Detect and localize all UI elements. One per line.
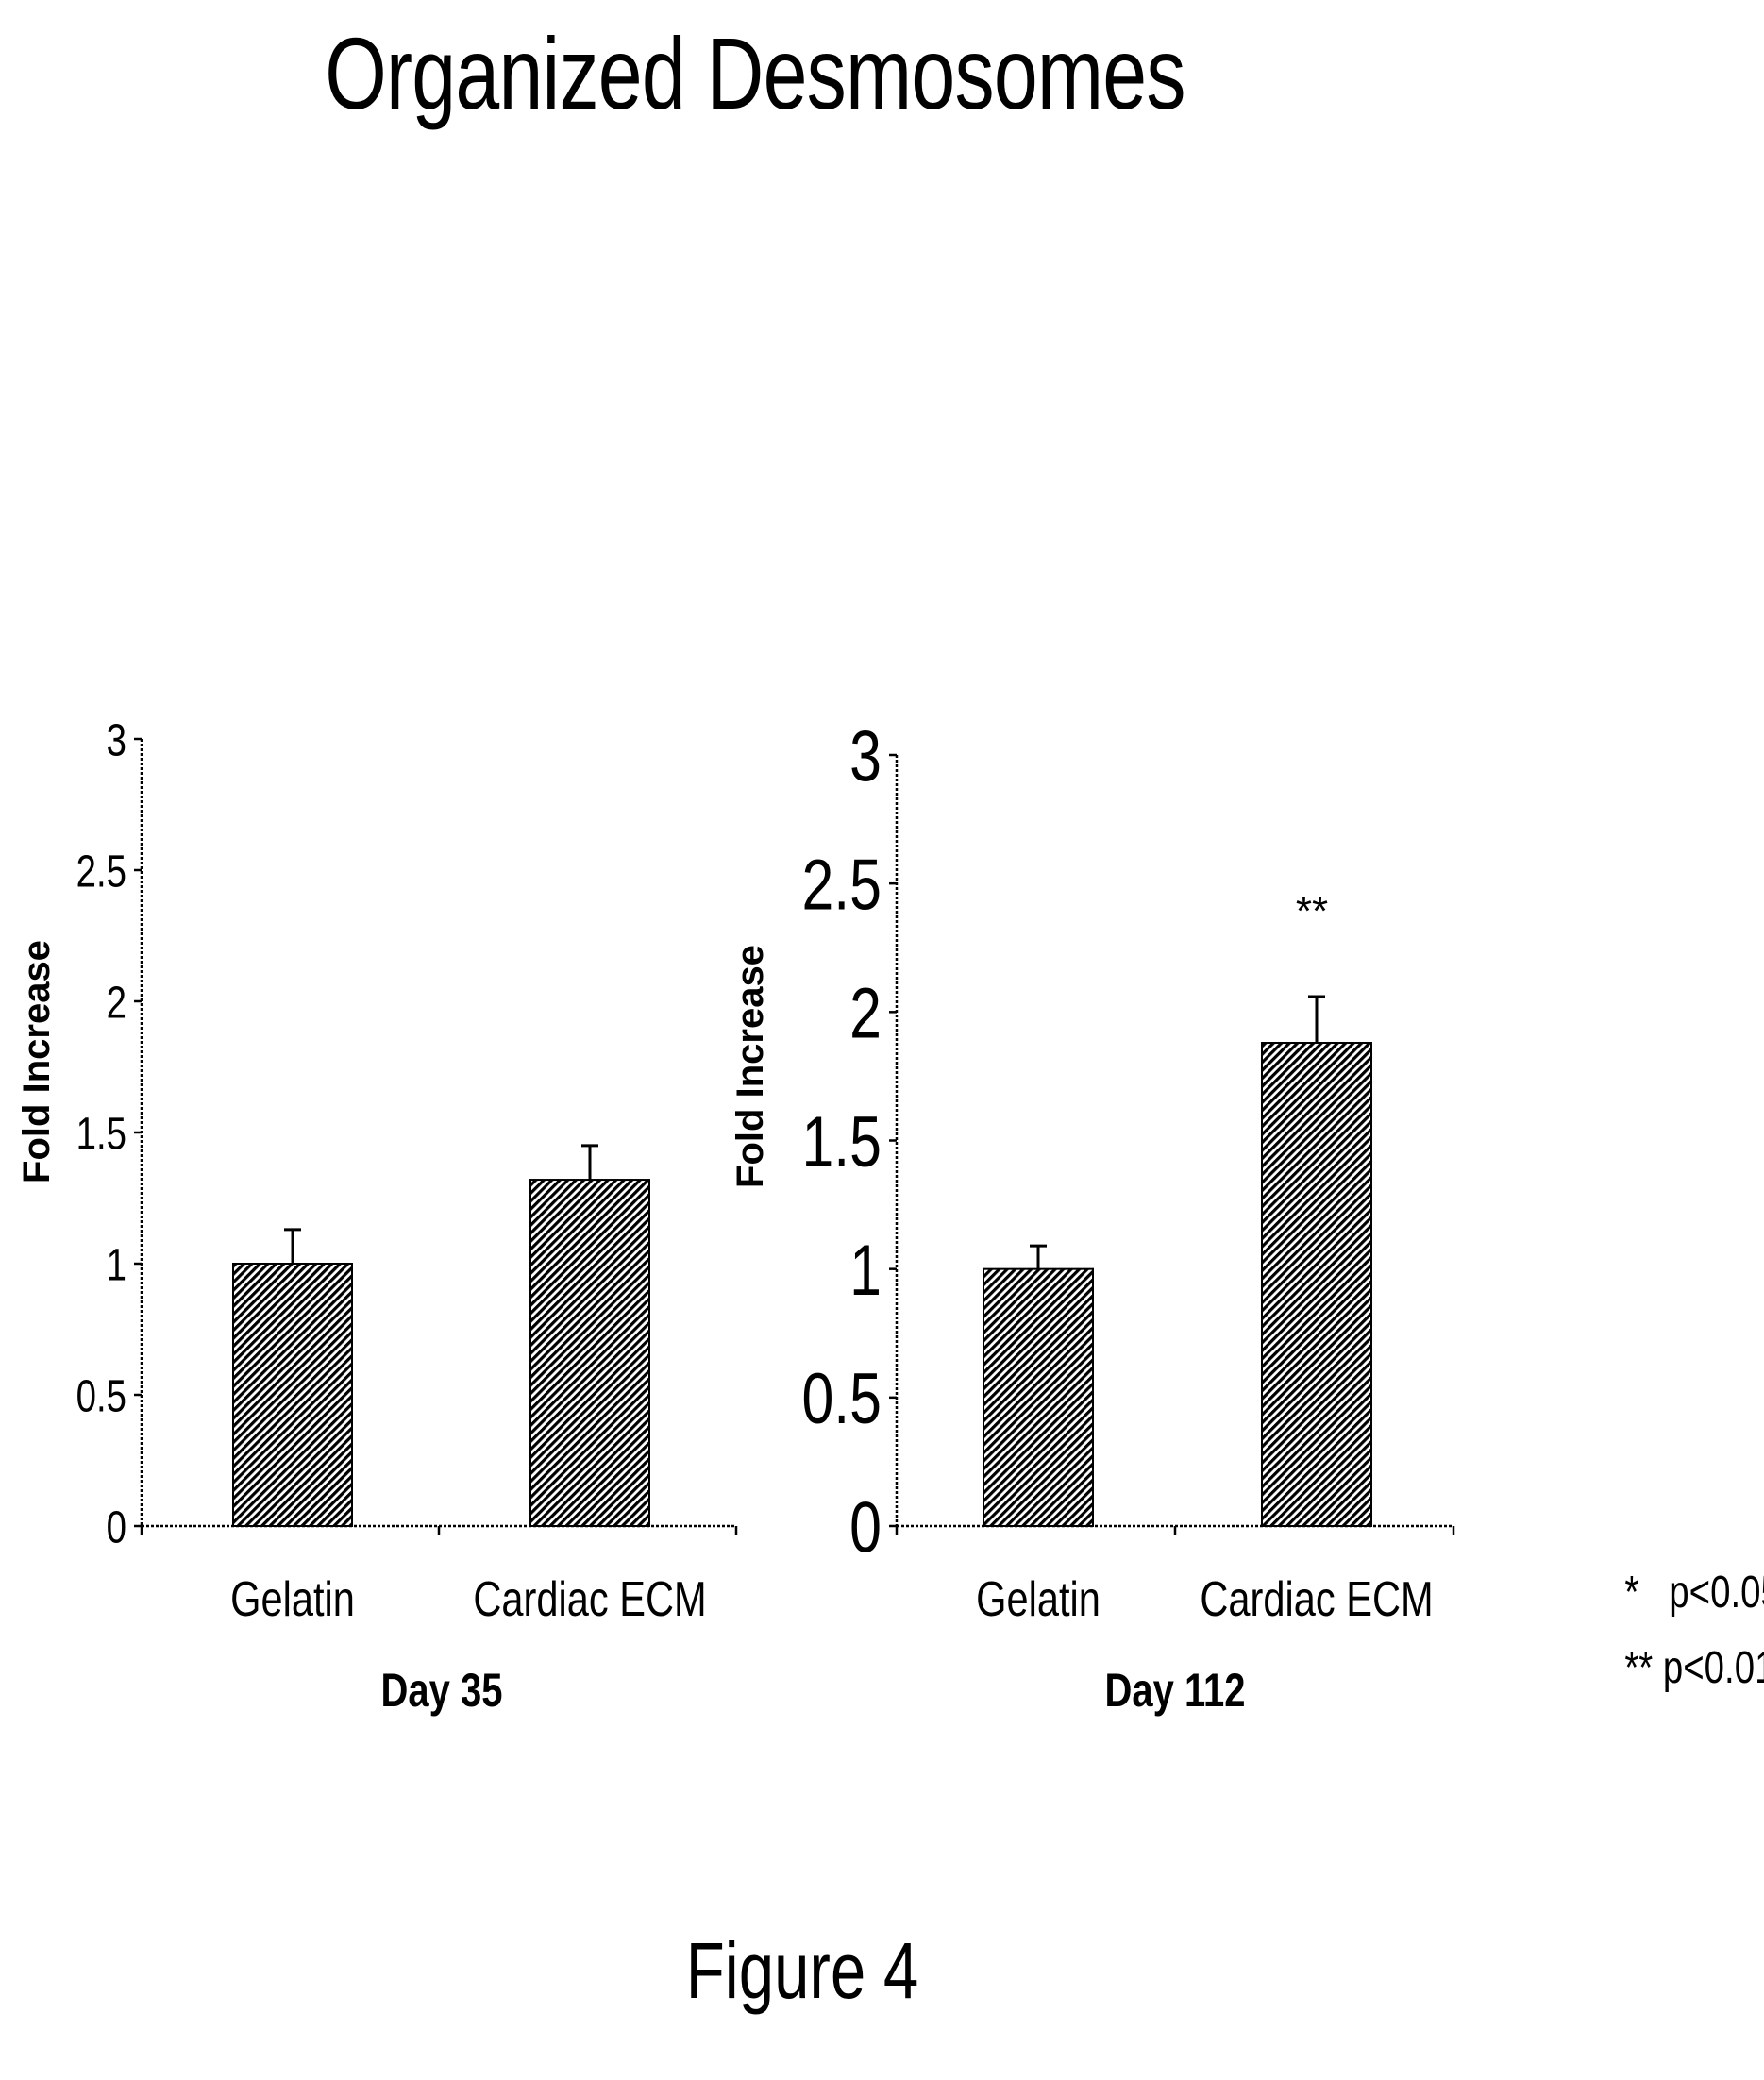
significance-annotation: **: [1296, 888, 1328, 934]
y-tick-label: 3: [849, 716, 882, 797]
bar: [529, 1179, 650, 1528]
y-tick-label: 2: [849, 973, 882, 1053]
legend-marker: **: [1624, 1643, 1654, 1693]
y-tick-label: 2: [107, 978, 126, 1028]
legend-label: p<0.01: [1662, 1643, 1764, 1693]
y-tick-label: 0.5: [76, 1371, 126, 1421]
y-axis-label: Fold Increase: [730, 945, 771, 1188]
y-axis-label: Fold Increase: [16, 940, 58, 1183]
x-tick-label: Cardiac ECM: [473, 1571, 706, 1627]
legend-item: ** p<0.01: [1604, 1590, 1764, 1694]
bar: [983, 1267, 1094, 1527]
x-tick-label: Gelatin: [230, 1571, 355, 1627]
page-title: Organized Desmosomes: [325, 16, 1185, 130]
y-tick-label: 1: [849, 1231, 882, 1311]
legend-marker: *: [1624, 1568, 1639, 1618]
x-tick-label: Gelatin: [976, 1571, 1100, 1627]
x-axis-label: Day 112: [1105, 1664, 1246, 1717]
y-tick-label: 2.5: [801, 845, 882, 925]
y-tick-label: 0: [849, 1487, 882, 1568]
y-tick-label: 1.5: [76, 1109, 126, 1159]
bar: [232, 1263, 353, 1527]
y-tick-label: 0: [107, 1502, 126, 1552]
y-tick-label: 1.5: [801, 1101, 882, 1182]
legend-item: * p<0.05: [1604, 1515, 1764, 1619]
x-axis-label: Day 35: [381, 1664, 503, 1717]
legend-label: p<0.05: [1669, 1568, 1764, 1618]
bar: [1261, 1042, 1372, 1527]
figure-label: Figure 4: [685, 1926, 919, 2015]
x-tick-label: Cardiac ECM: [1200, 1571, 1433, 1627]
y-tick-label: 0.5: [801, 1359, 882, 1439]
y-tick-label: 2.5: [76, 847, 126, 897]
y-tick-label: 3: [107, 715, 126, 765]
y-tick-label: 1: [107, 1240, 126, 1290]
